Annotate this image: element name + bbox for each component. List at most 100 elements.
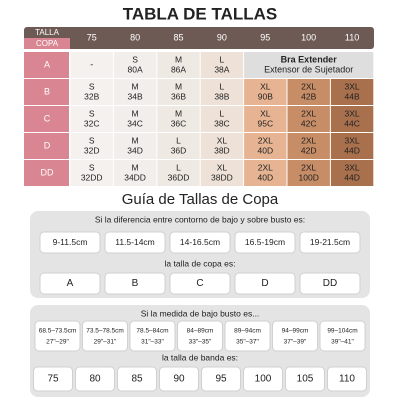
column-header: 80	[130, 32, 140, 42]
size-code: 36C	[171, 118, 187, 128]
size-text: XL	[260, 108, 271, 118]
size-text: S	[89, 108, 95, 118]
size-code: 32DD	[81, 172, 103, 182]
option-text: 31"–33"	[141, 339, 164, 346]
size-code: 38A	[214, 64, 229, 74]
size-text: 3XL	[345, 135, 360, 145]
option-text: 27"–29"	[46, 339, 69, 346]
size-code: 80A	[128, 64, 143, 74]
size-text: 2XL	[301, 162, 316, 172]
size-text: 2XL	[301, 81, 316, 91]
cup-cell	[24, 133, 69, 159]
size-cell	[287, 79, 330, 105]
option-text: 11.5-14cm	[115, 237, 155, 247]
option-text: 94–99cm	[282, 328, 309, 335]
size-cell	[330, 79, 374, 105]
prompt: la talla de copa es:	[165, 258, 236, 268]
size-text: S	[132, 54, 138, 64]
option-box	[285, 366, 325, 392]
option-text: 33"–35"	[189, 339, 212, 346]
option-text: 110	[339, 374, 355, 385]
option-text: 9-11.5cm	[53, 237, 88, 247]
size-text: 3XL	[345, 162, 360, 172]
option-box	[299, 231, 361, 254]
option-box	[272, 320, 318, 352]
header-row	[24, 27, 374, 49]
size-code: 38D	[214, 145, 230, 155]
size-cell	[330, 106, 374, 132]
cup-cell	[24, 79, 69, 105]
option-box	[299, 272, 361, 295]
cup-label: B	[44, 86, 50, 96]
size-text: 2XL	[258, 135, 273, 145]
option-box	[201, 366, 241, 392]
title: TABLA DE TALLAS	[123, 4, 278, 23]
prompt: Si la medida de bajo busto es...	[141, 308, 260, 318]
extender-text: Bra Extender	[281, 54, 338, 64]
option-text: 95	[215, 374, 227, 385]
column-header: 100	[301, 32, 316, 42]
size-code: 36B	[171, 91, 186, 101]
size-text: S	[89, 81, 95, 91]
size-code: 95C	[258, 118, 274, 128]
size-code: 44C	[344, 118, 360, 128]
size-text: XL	[217, 135, 228, 145]
size-cell	[157, 160, 200, 186]
size-code: 86A	[171, 64, 186, 74]
option-text: 29"–31"	[94, 339, 117, 346]
option-text: C	[196, 278, 203, 289]
size-code: 38DD	[211, 172, 233, 182]
option-text: 37"–39"	[284, 339, 307, 346]
option-box	[39, 272, 101, 295]
option-box	[224, 320, 271, 352]
option-text: 35"–37"	[236, 339, 259, 346]
label-corner-bottom	[24, 38, 70, 49]
column-header: 85	[173, 32, 183, 42]
size-text: 2XL	[301, 108, 316, 118]
cup-cell	[24, 160, 69, 186]
option-text: 85	[131, 374, 143, 385]
option-text: DD	[323, 278, 337, 289]
cup-label: COPA	[36, 39, 59, 48]
size-cell	[70, 133, 113, 159]
size-text: L	[176, 135, 181, 145]
cup-cell	[24, 106, 69, 132]
size-cell	[200, 133, 244, 159]
column-header: 75	[87, 32, 97, 42]
option-box	[319, 320, 366, 352]
option-box	[39, 231, 101, 254]
option-box	[169, 231, 231, 254]
option-box	[104, 272, 166, 295]
size-text: -	[90, 59, 93, 69]
size-cell	[200, 79, 244, 105]
size-text: L	[176, 162, 181, 172]
option-text: 14-16.5cm	[180, 237, 220, 247]
size-code: 32C	[84, 118, 100, 128]
size-code: 44D	[344, 145, 360, 155]
option-box	[243, 366, 283, 392]
size-cell	[287, 160, 330, 186]
option-box	[234, 272, 296, 295]
size-cell	[157, 79, 200, 105]
size-text: 2XL	[301, 135, 316, 145]
size-code: 100D	[299, 172, 319, 182]
size-text: L	[220, 108, 225, 118]
cup-cell	[24, 52, 69, 78]
cup-label: C	[44, 113, 51, 123]
size-cell	[244, 106, 287, 132]
size-text: 3XL	[345, 81, 360, 91]
size-cell	[330, 133, 374, 159]
size-cell	[113, 106, 157, 132]
option-text: 68.5–73.5cm	[39, 328, 77, 335]
option-text: 75	[47, 374, 59, 385]
size-code: 34B	[128, 91, 143, 101]
size-cell	[200, 160, 244, 186]
size-code: 38B	[214, 91, 229, 101]
size-text: M	[132, 108, 139, 118]
size-cell	[113, 52, 157, 78]
option-box	[82, 320, 128, 352]
option-box	[75, 366, 115, 392]
column-header: 90	[217, 32, 227, 42]
option-box	[234, 231, 296, 254]
